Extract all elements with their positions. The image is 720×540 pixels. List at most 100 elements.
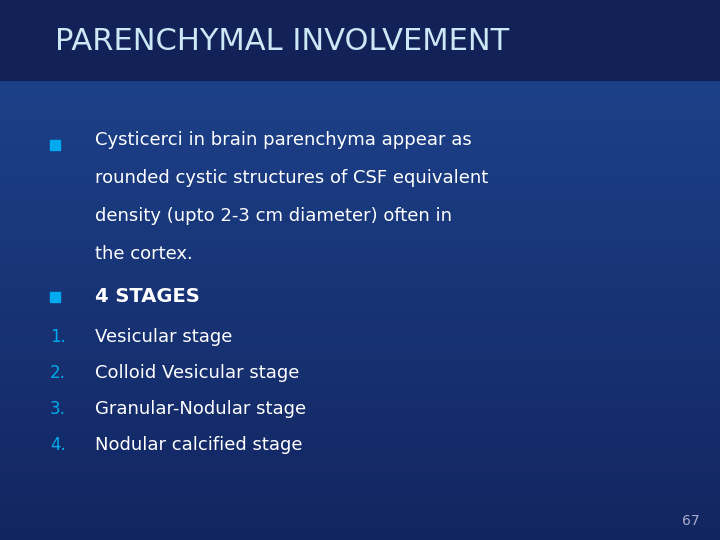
Bar [0, 346, 720, 351]
Bar [0, 319, 720, 324]
Bar [0, 497, 720, 502]
Text: 67: 67 [683, 514, 700, 528]
Bar [0, 146, 720, 151]
Bar [0, 70, 720, 76]
Bar [0, 54, 720, 59]
Bar [0, 529, 720, 535]
Bar [0, 535, 720, 540]
Bar [0, 313, 720, 319]
Text: PARENCHYMAL INVOLVEMENT: PARENCHYMAL INVOLVEMENT [55, 28, 509, 57]
Bar [0, 43, 720, 49]
Bar [0, 65, 720, 70]
Bar [0, 211, 720, 216]
Bar [0, 524, 720, 529]
Bar [0, 481, 720, 486]
Text: Cysticerci in brain parenchyma appear as: Cysticerci in brain parenchyma appear as [95, 131, 472, 149]
Bar [0, 421, 720, 427]
Bar [0, 135, 720, 140]
Text: the cortex.: the cortex. [95, 245, 193, 263]
Bar [0, 373, 720, 378]
Text: 2.: 2. [50, 364, 66, 382]
Bar [0, 292, 720, 297]
Bar [0, 76, 720, 81]
Bar [0, 27, 720, 32]
Bar [0, 513, 720, 518]
Bar [0, 432, 720, 437]
Bar [0, 167, 720, 173]
Bar [0, 394, 720, 400]
Bar [0, 0, 720, 80]
Bar [0, 162, 720, 167]
Bar [0, 119, 720, 124]
Bar [0, 518, 720, 524]
Bar [0, 416, 720, 421]
Text: Vesicular stage: Vesicular stage [95, 328, 233, 346]
Bar [0, 475, 720, 481]
Bar [0, 329, 720, 335]
Bar [0, 205, 720, 211]
Bar [0, 216, 720, 221]
Bar [0, 254, 720, 259]
Bar [0, 367, 720, 373]
Bar [0, 5, 720, 11]
Bar [0, 275, 720, 281]
Bar [0, 400, 720, 405]
Text: 4.: 4. [50, 436, 66, 454]
Bar [0, 459, 720, 464]
Bar [0, 178, 720, 184]
Bar [0, 38, 720, 43]
Bar [0, 108, 720, 113]
Bar [0, 227, 720, 232]
Bar [0, 437, 720, 443]
Bar [0, 297, 720, 302]
Text: rounded cystic structures of CSF equivalent: rounded cystic structures of CSF equival… [95, 169, 488, 187]
Bar [0, 113, 720, 119]
Bar [0, 427, 720, 432]
Bar [0, 248, 720, 254]
Bar [0, 243, 720, 248]
Bar [0, 335, 720, 340]
Bar [50, 292, 60, 302]
Bar [0, 265, 720, 270]
Text: 3.: 3. [50, 400, 66, 418]
Bar [0, 259, 720, 265]
Text: Colloid Vesicular stage: Colloid Vesicular stage [95, 364, 300, 382]
Bar [0, 97, 720, 103]
Bar [0, 448, 720, 454]
Bar [0, 49, 720, 54]
Bar [0, 238, 720, 243]
Bar [0, 443, 720, 448]
Text: Granular-Nodular stage: Granular-Nodular stage [95, 400, 306, 418]
Bar [0, 22, 720, 27]
Bar [0, 378, 720, 383]
Bar [0, 157, 720, 162]
Bar [0, 383, 720, 389]
Bar [0, 340, 720, 346]
Bar [0, 508, 720, 513]
Bar [0, 221, 720, 227]
Bar [0, 410, 720, 416]
Bar [0, 464, 720, 470]
Bar [0, 324, 720, 329]
Bar [0, 405, 720, 410]
Bar [0, 491, 720, 497]
Bar [0, 0, 720, 5]
Bar [0, 189, 720, 194]
Bar [0, 184, 720, 189]
Text: 4 STAGES: 4 STAGES [95, 287, 199, 307]
Bar [0, 308, 720, 313]
Bar [0, 302, 720, 308]
Bar [0, 362, 720, 367]
Bar [0, 92, 720, 97]
Bar [0, 351, 720, 356]
Bar [0, 286, 720, 292]
Bar [0, 194, 720, 200]
Bar [0, 270, 720, 275]
Text: density (upto 2-3 cm diameter) often in: density (upto 2-3 cm diameter) often in [95, 207, 452, 225]
Bar [0, 232, 720, 238]
Bar [0, 130, 720, 135]
Bar [0, 81, 720, 86]
Bar [0, 59, 720, 65]
Bar [0, 151, 720, 157]
Text: 1.: 1. [50, 328, 66, 346]
